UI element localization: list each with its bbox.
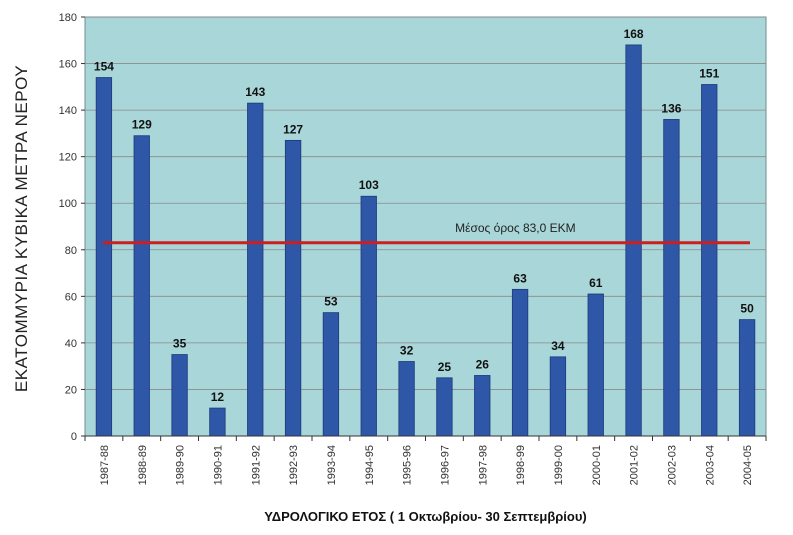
x-tick-label: 1988-89 xyxy=(137,445,149,485)
bar xyxy=(284,139,302,437)
x-tick-label: 1998-99 xyxy=(515,445,527,485)
data-label: 168 xyxy=(624,27,644,41)
y-tick-label: 140 xyxy=(59,105,77,117)
data-label: 35 xyxy=(173,337,187,351)
average-label: Μέσος όρος 83,0 ΕΚΜ xyxy=(455,221,576,235)
bar xyxy=(625,44,642,437)
y-axis-title: ΕΚΑΤΟΜΜΥΡΙΑ ΚΥΒΙΚΑ ΜΕΤΡΑ ΝΕΡΟΥ xyxy=(12,65,31,392)
x-tick-label: 1995-96 xyxy=(402,445,414,485)
data-label: 63 xyxy=(513,271,527,285)
bar xyxy=(511,288,529,437)
data-label: 50 xyxy=(740,302,754,316)
bar xyxy=(133,135,150,437)
bar xyxy=(474,375,491,437)
x-tick-label: 1993-94 xyxy=(326,445,338,485)
data-label: 154 xyxy=(94,60,114,74)
x-axis-title: ΥΔΡΟΛΟΓΙΚΟ ΕΤΟΣ ( 1 Οκτωβρίου- 30 Σεπτεμ… xyxy=(264,509,587,524)
bars xyxy=(95,44,756,437)
bar xyxy=(663,119,680,437)
data-labels: 154 129 35 12 143 127 53 103 32 25 26 63 34 61 168 136 1… xyxy=(94,27,754,404)
x-tick-label: 1987-88 xyxy=(99,445,111,485)
data-label: 32 xyxy=(400,344,414,358)
y-tick-label: 80 xyxy=(65,245,77,257)
y-tick-label: 60 xyxy=(65,291,77,303)
bar xyxy=(436,377,453,437)
data-label: 61 xyxy=(589,276,603,290)
data-label: 143 xyxy=(245,85,265,99)
data-label: 151 xyxy=(699,67,719,81)
bar xyxy=(95,77,113,437)
bar xyxy=(209,407,226,437)
y-tick-label: 160 xyxy=(59,59,77,71)
x-tick-label: 2000-01 xyxy=(591,445,603,485)
x-tick-label: 1989-90 xyxy=(175,445,187,485)
x-tick-label: 2004-05 xyxy=(742,445,754,485)
bar xyxy=(549,356,567,437)
data-label: 34 xyxy=(551,339,565,353)
data-label: 53 xyxy=(324,295,338,309)
x-tick-label: 1994-95 xyxy=(364,445,376,485)
y-tick-label: 0 xyxy=(71,431,77,443)
bar xyxy=(587,293,604,437)
bar xyxy=(322,312,340,437)
y-tick-label: 40 xyxy=(65,338,77,350)
y-axis-ticks: 0 20 40 60 80 100 120 140 160 180 xyxy=(59,12,85,443)
bar xyxy=(360,195,377,437)
x-tick-label: 1991-92 xyxy=(250,445,262,485)
y-tick-label: 20 xyxy=(65,384,77,396)
data-label: 127 xyxy=(283,122,303,136)
x-tick-label: 1996-97 xyxy=(439,445,451,485)
x-tick-label: 2002-03 xyxy=(666,445,678,485)
data-label: 136 xyxy=(661,101,681,115)
data-label: 103 xyxy=(359,178,379,192)
x-tick-label: 2001-02 xyxy=(629,445,641,485)
x-tick-label: 2003-04 xyxy=(704,445,716,485)
bar xyxy=(701,84,718,437)
y-tick-label: 100 xyxy=(59,198,77,210)
x-tick-label: 1990-91 xyxy=(212,445,224,485)
x-tick-label: 1997-98 xyxy=(477,445,489,485)
y-tick-label: 120 xyxy=(59,152,77,164)
bar xyxy=(247,102,264,437)
plot-area xyxy=(84,16,767,437)
x-tick-label: 1999-00 xyxy=(553,445,565,485)
data-label: 12 xyxy=(211,390,225,404)
y-tick-label: 180 xyxy=(59,12,77,24)
x-axis-ticks: 1987-88 1988-89 1989-90 1990-91 1991-92 1992-… xyxy=(84,435,767,485)
bar xyxy=(398,361,415,437)
x-tick-label: 1992-93 xyxy=(288,445,300,485)
bar xyxy=(738,319,756,437)
data-label: 25 xyxy=(438,360,452,374)
data-label: 129 xyxy=(132,118,152,132)
data-label: 26 xyxy=(476,357,490,371)
bar xyxy=(171,354,188,437)
